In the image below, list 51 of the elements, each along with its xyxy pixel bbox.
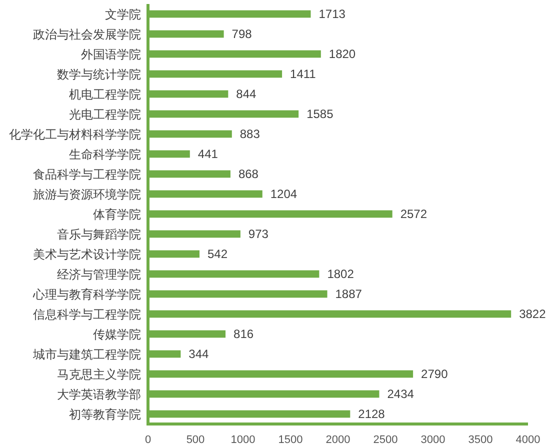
data-label: 868 bbox=[238, 167, 258, 181]
data-label: 3822 bbox=[519, 307, 546, 321]
category-label: 文学院 bbox=[105, 8, 141, 22]
tick-label: 0 bbox=[144, 434, 152, 446]
data-label: 798 bbox=[232, 27, 252, 41]
category-label: 机电工程学院 bbox=[69, 88, 141, 102]
tick-label: 3000 bbox=[420, 434, 446, 446]
data-label: 542 bbox=[208, 247, 228, 261]
category-label: 马克思主义学院 bbox=[57, 368, 141, 382]
category-label: 旅游与资源环境学院 bbox=[33, 188, 141, 202]
category-label: 体育学院 bbox=[93, 208, 141, 222]
category-label: 大学英语教学部 bbox=[57, 388, 141, 402]
data-label: 816 bbox=[234, 327, 254, 341]
category-label: 生命科学学院 bbox=[69, 148, 141, 162]
data-label: 973 bbox=[248, 227, 268, 241]
category-label: 化学化工与材料科学学院 bbox=[9, 128, 141, 142]
data-label: 1204 bbox=[270, 187, 298, 201]
category-label: 经济与管理学院 bbox=[57, 268, 141, 282]
data-label: 2572 bbox=[400, 207, 428, 221]
tick-label: 4000 bbox=[516, 434, 540, 446]
category-label: 光电工程学院 bbox=[69, 108, 141, 122]
category-label: 外国语学院 bbox=[81, 48, 141, 62]
tick-label: 2000 bbox=[326, 434, 350, 446]
category-label: 信息科学与工程学院 bbox=[33, 308, 141, 322]
data-label: 844 bbox=[236, 87, 256, 101]
tick-label: 2500 bbox=[373, 434, 398, 446]
category-label: 食品科学与工程学院 bbox=[33, 168, 141, 182]
category-label: 数学与统计学院 bbox=[57, 68, 141, 82]
data-label: 1802 bbox=[327, 267, 354, 281]
tick-label: 3500 bbox=[468, 434, 493, 446]
data-label: 883 bbox=[240, 127, 260, 141]
data-label: 2790 bbox=[421, 367, 448, 381]
data-label: 1887 bbox=[335, 287, 362, 301]
tick-label: 1500 bbox=[278, 434, 303, 446]
data-label: 344 bbox=[188, 347, 209, 361]
data-label: 1713 bbox=[318, 7, 346, 21]
category-label: 初等教育学院 bbox=[69, 408, 141, 422]
category-label: 政治与社会发展学院 bbox=[33, 28, 141, 42]
tick-label: 1000 bbox=[230, 434, 256, 446]
category-label: 音乐与舞蹈学院 bbox=[57, 228, 141, 242]
category-label: 城市与建筑工程学院 bbox=[33, 348, 141, 362]
data-label: 2128 bbox=[358, 407, 385, 421]
data-label: 1820 bbox=[328, 47, 356, 61]
category-label: 美术与艺术设计学院 bbox=[33, 248, 141, 262]
category-label: 传媒学院 bbox=[93, 328, 141, 342]
data-label: 1411 bbox=[290, 67, 316, 81]
tick-label: 500 bbox=[186, 434, 205, 446]
data-label: 441 bbox=[198, 147, 218, 161]
data-label: 1585 bbox=[306, 107, 334, 121]
data-label: 2434 bbox=[387, 387, 414, 401]
category-label: 心理与教育科学学院 bbox=[33, 288, 141, 302]
